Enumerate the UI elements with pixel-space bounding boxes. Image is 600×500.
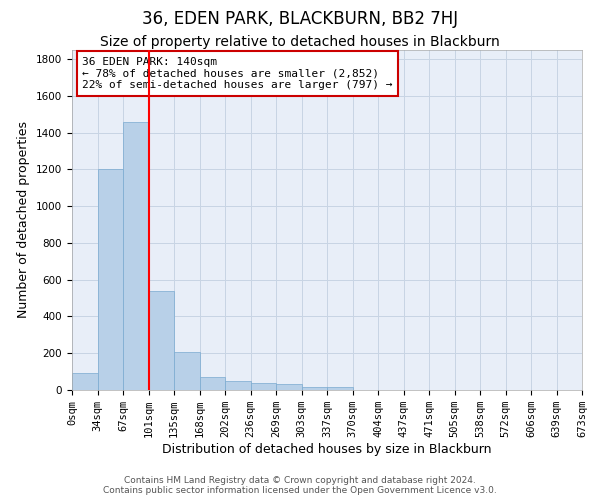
Bar [72,372,97,390]
Bar [225,381,251,390]
Bar [302,386,327,390]
Bar [97,170,123,390]
Bar [276,384,302,390]
Text: 36, EDEN PARK, BLACKBURN, BB2 7HJ: 36, EDEN PARK, BLACKBURN, BB2 7HJ [142,10,458,28]
Bar [123,122,149,390]
Text: Contains HM Land Registry data © Crown copyright and database right 2024.
Contai: Contains HM Land Registry data © Crown c… [103,476,497,495]
X-axis label: Distribution of detached houses by size in Blackburn: Distribution of detached houses by size … [162,443,492,456]
Bar [149,291,174,390]
Text: 36 EDEN PARK: 140sqm
← 78% of detached houses are smaller (2,852)
22% of semi-de: 36 EDEN PARK: 140sqm ← 78% of detached h… [82,57,392,90]
Bar [199,377,225,390]
Bar [327,387,353,390]
Bar [251,382,276,390]
Bar [174,352,199,390]
Y-axis label: Number of detached properties: Number of detached properties [17,122,31,318]
Text: Size of property relative to detached houses in Blackburn: Size of property relative to detached ho… [100,35,500,49]
